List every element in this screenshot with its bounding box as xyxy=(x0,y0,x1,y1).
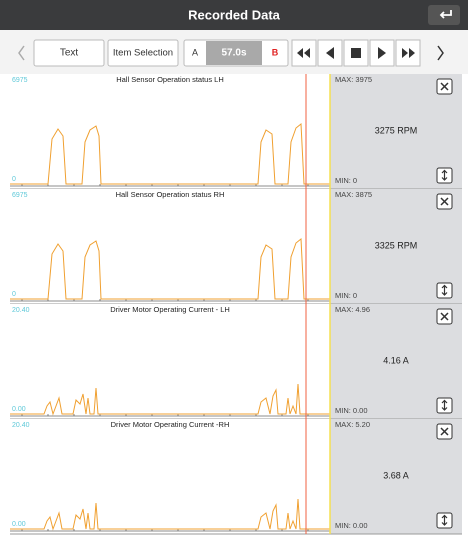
resize-icon xyxy=(441,169,448,181)
data-panel: 6975 0 Hall Sensor Operation status RH MAX:… xyxy=(10,189,462,305)
panel-title: Hall Sensor Operation status RH xyxy=(116,190,225,199)
header-bar xyxy=(0,0,468,30)
next-button[interactable] xyxy=(437,45,444,61)
current-value: 3325 RPM xyxy=(375,240,418,250)
item-selection-label: Item Selection xyxy=(113,48,173,59)
current-value: 3275 RPM xyxy=(375,125,418,135)
min-label: MIN: 0 xyxy=(335,176,357,185)
time-display xyxy=(206,41,262,65)
current-value: 3.68 A xyxy=(383,470,409,480)
current-value: 4.16 A xyxy=(383,355,409,365)
min-label: MIN: 0 xyxy=(335,291,357,300)
close-icon xyxy=(440,312,449,321)
prev-button[interactable] xyxy=(18,45,25,61)
waveform xyxy=(10,498,330,531)
resize-icon xyxy=(441,284,448,296)
marker-a[interactable]: A xyxy=(192,47,198,57)
data-panel: 20.40 0.00 Driver Motor Operating Current … xyxy=(10,304,462,420)
min-label: MIN: 0.00 xyxy=(335,406,368,415)
axis-top-label: 6975 xyxy=(12,192,28,199)
playback-controls xyxy=(291,39,421,67)
axis-top-label: 20.40 xyxy=(12,307,30,314)
axis-bottom-label: 0 xyxy=(12,176,16,183)
max-label: MAX: 5.20 xyxy=(335,420,370,429)
time-text: 57.0s xyxy=(221,48,246,59)
text-button-label: Text xyxy=(60,48,79,59)
marker-b[interactable]: B xyxy=(272,47,279,57)
fast-forward-icon xyxy=(402,48,415,58)
max-label: MAX: 4.96 xyxy=(335,305,370,314)
axis-bottom-label: 0 xyxy=(12,291,16,298)
max-label: MAX: 3875 xyxy=(335,190,372,199)
panel-title: Driver Motor Operating Current -RH xyxy=(111,420,230,429)
waveform xyxy=(10,122,330,185)
waveform xyxy=(10,383,330,416)
data-panel: 20.40 0.00 Driver Motor Operating Current … xyxy=(10,419,462,535)
panel-title: Hall Sensor Operation status LH xyxy=(116,75,224,84)
item-selection-button[interactable] xyxy=(107,39,179,67)
axis-bottom-label: 0.00 xyxy=(12,521,26,528)
panel-plot-area xyxy=(10,189,330,304)
data-panel: 6975 0 Hall Sensor Operation status LH MAX:… xyxy=(10,74,462,190)
panel-title: Driver Motor Operating Current - LH xyxy=(110,305,230,314)
axis-bottom-label: 0.00 xyxy=(12,406,26,413)
step-back-icon xyxy=(326,47,334,59)
text-button[interactable] xyxy=(33,39,105,67)
close-icon xyxy=(440,82,449,91)
axis-top-label: 6975 xyxy=(12,77,28,84)
play-icon xyxy=(378,47,386,59)
waveform xyxy=(10,237,330,300)
resize-icon xyxy=(441,399,448,411)
axis-top-label: 20.40 xyxy=(12,422,30,429)
min-label: MIN: 0.00 xyxy=(335,521,368,530)
header-title: Recorded Data xyxy=(188,7,281,22)
stop-icon xyxy=(351,48,361,58)
panel-plot-area xyxy=(10,74,330,189)
resize-icon xyxy=(441,514,448,526)
back-button[interactable] xyxy=(428,5,460,25)
close-icon xyxy=(440,427,449,436)
back-icon xyxy=(439,10,452,19)
max-label: MAX: 3975 xyxy=(335,75,372,84)
panels: 6975 0 Hall Sensor Operation status LH MAX:… xyxy=(10,74,462,535)
close-icon xyxy=(440,197,449,206)
rewind-icon xyxy=(297,48,310,58)
